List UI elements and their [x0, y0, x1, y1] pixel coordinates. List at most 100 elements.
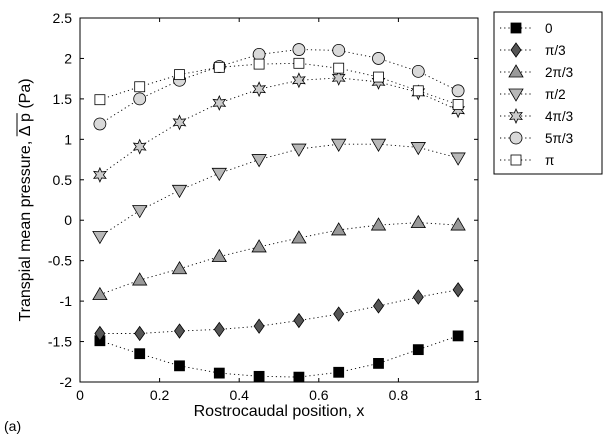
data-point: [451, 102, 466, 119]
data-point: [251, 239, 267, 253]
data-point: [213, 367, 225, 379]
x-tick-label: 1: [474, 387, 482, 403]
data-point: [333, 306, 345, 322]
data-point: [372, 52, 385, 65]
data-point: [452, 330, 464, 342]
data-point: [370, 217, 387, 231]
legend: 0 π/3 2π/3 π/2 4π/3 5π/3 π: [493, 11, 603, 175]
y-tick-label: -1.5: [48, 334, 72, 350]
data-point: [292, 43, 306, 56]
data-point: [211, 248, 227, 263]
plot-area: [79, 17, 479, 383]
data-point: [293, 57, 305, 69]
data-point: [332, 43, 346, 57]
data-point: [134, 81, 146, 93]
legend-marker: [509, 131, 523, 145]
data-point: [412, 289, 424, 305]
legend-marker: [508, 64, 524, 78]
data-point: [94, 325, 106, 342]
series-line: [99, 289, 459, 334]
series-line: [99, 143, 459, 237]
data-point: [253, 370, 265, 382]
data-point: [211, 167, 227, 182]
data-point: [92, 286, 108, 301]
data-point: [373, 357, 384, 369]
data-point: [452, 99, 464, 110]
legend-marker: [510, 22, 522, 34]
x-tick-label: 0.2: [150, 387, 170, 403]
data-point: [291, 143, 307, 157]
legend-marker: [510, 154, 522, 166]
x-axis-label: Rostrocaudal position, x: [194, 403, 365, 420]
data-point: [251, 154, 267, 168]
y-tick-label: 0.5: [53, 172, 73, 188]
y-tick-label: -1: [60, 293, 73, 309]
data-point: [293, 371, 305, 383]
legend-item: π/2: [500, 87, 566, 102]
legend-item: 2π/3: [500, 64, 573, 80]
series-layer: [92, 43, 466, 383]
tick-layer: 0 0.2 0.4 0.6 0.8 1 -2 -1.5 -1 -0.5 0 0.5 1 1.5 2 2.5: [48, 10, 482, 403]
x-tick-label: 0.4: [229, 387, 249, 403]
series-line: [99, 222, 459, 296]
data-point: [212, 94, 227, 111]
data-point: [452, 282, 464, 298]
series-2: [92, 214, 466, 301]
legend-item: π/3: [500, 42, 566, 58]
data-point: [174, 360, 185, 372]
data-point: [171, 260, 188, 275]
data-point: [331, 138, 347, 152]
data-point: [451, 84, 465, 98]
data-point: [174, 323, 185, 339]
data-point: [411, 64, 425, 78]
y-tick-label: 2.5: [53, 10, 73, 26]
legend-item: 5π/3: [500, 131, 573, 146]
data-point: [174, 69, 185, 81]
y-axis-label-prefix: Transpial mean pressure,: [17, 136, 34, 321]
data-point: [373, 298, 384, 314]
data-point: [171, 184, 188, 199]
data-point: [93, 117, 107, 131]
data-point: [333, 366, 345, 378]
data-point: [92, 230, 108, 245]
data-point: [412, 85, 424, 97]
data-point: [252, 81, 267, 98]
legend-item: 0: [500, 21, 553, 36]
data-point: [132, 272, 148, 286]
series-3: [92, 138, 466, 245]
data-point: [450, 152, 466, 166]
data-point: [331, 69, 346, 86]
data-point: [252, 48, 266, 61]
data-point: [134, 348, 146, 360]
y-tick-label: -2: [60, 374, 73, 390]
data-point: [253, 58, 265, 70]
data-point: [291, 230, 307, 244]
legend-item: π: [500, 153, 554, 168]
data-point: [132, 138, 147, 155]
data-point: [94, 94, 106, 106]
data-point: [213, 61, 225, 73]
legend-items: 0 π/3 2π/3 π/2 4π/3 5π/3 π: [500, 21, 573, 168]
data-point: [172, 114, 187, 131]
data-point: [134, 325, 146, 342]
y-tick-label: 1: [64, 131, 72, 147]
x-tick-label: 0.6: [309, 387, 329, 403]
data-point: [213, 321, 225, 338]
data-point: [373, 71, 384, 83]
panel-label: (a): [4, 418, 21, 434]
data-point: [293, 312, 305, 329]
legend-marker: [510, 42, 522, 58]
data-point: [410, 142, 426, 156]
data-point: [412, 344, 424, 356]
legend-marker: [509, 108, 523, 124]
y-axis-label-unit: (Pa): [17, 78, 34, 113]
legend-item: 4π/3: [500, 108, 573, 124]
x-tick-label: 0: [76, 387, 84, 403]
data-point: [370, 138, 387, 152]
legend-label: π: [545, 153, 554, 168]
data-point: [450, 217, 466, 231]
y-tick-label: 2: [64, 50, 72, 66]
legend-label: π/3: [545, 43, 566, 58]
legend-label: 4π/3: [545, 109, 573, 124]
